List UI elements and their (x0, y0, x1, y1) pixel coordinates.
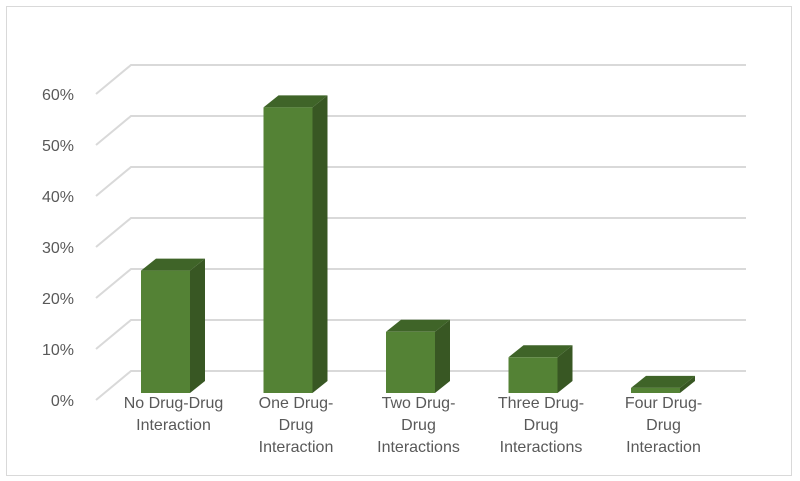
y-tick-label: 50% (42, 138, 74, 155)
bar (631, 375, 695, 393)
bar (386, 319, 450, 393)
gridline (95, 64, 746, 95)
bars (141, 95, 695, 394)
gridline (95, 166, 746, 197)
gridline (95, 217, 746, 248)
bar-side (190, 258, 205, 393)
y-tick-label: 30% (42, 240, 74, 257)
category-label: One Drug-Drug Interaction (259, 395, 334, 456)
category-label: Four Drug-Drug Interaction (625, 395, 702, 456)
bar-front (631, 387, 680, 393)
y-tick-label: 20% (42, 291, 74, 308)
bar (263, 95, 328, 394)
y-tick-label: 10% (42, 342, 74, 359)
bar-side (435, 319, 450, 393)
bar (141, 258, 205, 393)
category-label: Two Drug-Drug Interactions (377, 395, 460, 456)
gridline (95, 115, 746, 146)
bar-top (386, 319, 450, 332)
y-tick-label: 60% (42, 87, 74, 104)
bar (508, 345, 573, 393)
bar-side (557, 345, 573, 393)
bar-front (263, 107, 313, 394)
category-label: Three Drug-Drug Interactions (498, 395, 584, 456)
gridline (95, 268, 746, 299)
bar-front (386, 331, 435, 393)
category-label: No Drug-Drug Interaction (124, 395, 224, 434)
bar-front (141, 270, 190, 393)
bar-top (263, 95, 328, 108)
gridline (95, 319, 746, 350)
chart-area (6, 6, 792, 476)
y-tick-label: 0% (51, 393, 74, 410)
bar-side (312, 95, 328, 394)
y-tick-label: 40% (42, 189, 74, 206)
bar-top (631, 375, 695, 388)
bar-front (508, 357, 558, 393)
y-axis: 0% 10% 20% 30% 40% 50% 60% (42, 87, 74, 410)
x-axis: No Drug-Drug Interaction One Drug-Drug Inte… (124, 395, 702, 456)
bar-top (141, 258, 205, 271)
bar-side (680, 375, 695, 393)
bar-top (508, 345, 573, 358)
